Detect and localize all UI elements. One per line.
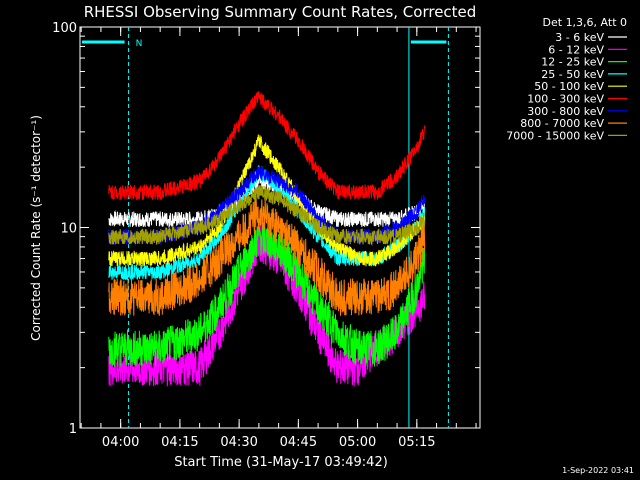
series-line bbox=[108, 174, 426, 229]
x-tick-label: 04:00 bbox=[102, 435, 139, 450]
legend-label: 6 - 12 keV bbox=[548, 43, 604, 56]
night-marker: N bbox=[136, 39, 143, 49]
x-axis-label: Start Time (31-May-17 03:49:42) bbox=[174, 455, 388, 470]
y-axis-label: Corrected Count Rate (s⁻¹ detector⁻¹) bbox=[29, 115, 43, 341]
series-line bbox=[108, 185, 426, 246]
x-tick-label: 04:45 bbox=[280, 435, 317, 450]
y-tick-label: 1 bbox=[69, 422, 77, 437]
y-tick-label: 10 bbox=[60, 222, 77, 237]
timestamp: 1-Sep-2022 03:41 bbox=[562, 466, 634, 475]
legend-label: 3 - 6 keV bbox=[555, 31, 604, 44]
x-tick-label: 04:30 bbox=[220, 435, 257, 450]
x-tick-label: 05:00 bbox=[339, 435, 376, 450]
chart-title: RHESSI Observing Summary Count Rates, Co… bbox=[84, 3, 477, 21]
legend-label: 50 - 100 keV bbox=[534, 80, 604, 93]
legend-header: Det 1,3,6, Att 0 bbox=[543, 16, 627, 29]
legend-label: 12 - 25 keV bbox=[541, 56, 604, 69]
x-tick-label: 05:15 bbox=[398, 435, 435, 450]
series-line bbox=[108, 224, 426, 387]
series-group bbox=[108, 90, 426, 387]
legend-label: 7000 - 15000 keV bbox=[506, 129, 604, 142]
x-axis: 04:00 04:15 04:30 04:45 05:00 05:15 bbox=[80, 27, 477, 450]
legend-label: 800 - 7000 keV bbox=[520, 117, 604, 130]
series-line bbox=[108, 221, 426, 367]
y-axis: 1 10 100 bbox=[52, 21, 480, 437]
legend-label: 300 - 800 keV bbox=[527, 105, 604, 118]
series-line bbox=[108, 198, 426, 316]
series-line bbox=[108, 90, 426, 201]
series-line bbox=[108, 134, 426, 267]
x-tick-label: 04:15 bbox=[161, 435, 198, 450]
y-tick-label: 100 bbox=[52, 21, 77, 36]
legend-label: 25 - 50 keV bbox=[541, 68, 604, 81]
legend-label: 100 - 300 keV bbox=[527, 93, 604, 106]
